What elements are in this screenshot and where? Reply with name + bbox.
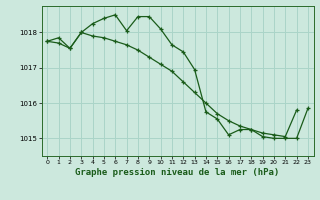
X-axis label: Graphe pression niveau de la mer (hPa): Graphe pression niveau de la mer (hPa) [76,168,280,177]
